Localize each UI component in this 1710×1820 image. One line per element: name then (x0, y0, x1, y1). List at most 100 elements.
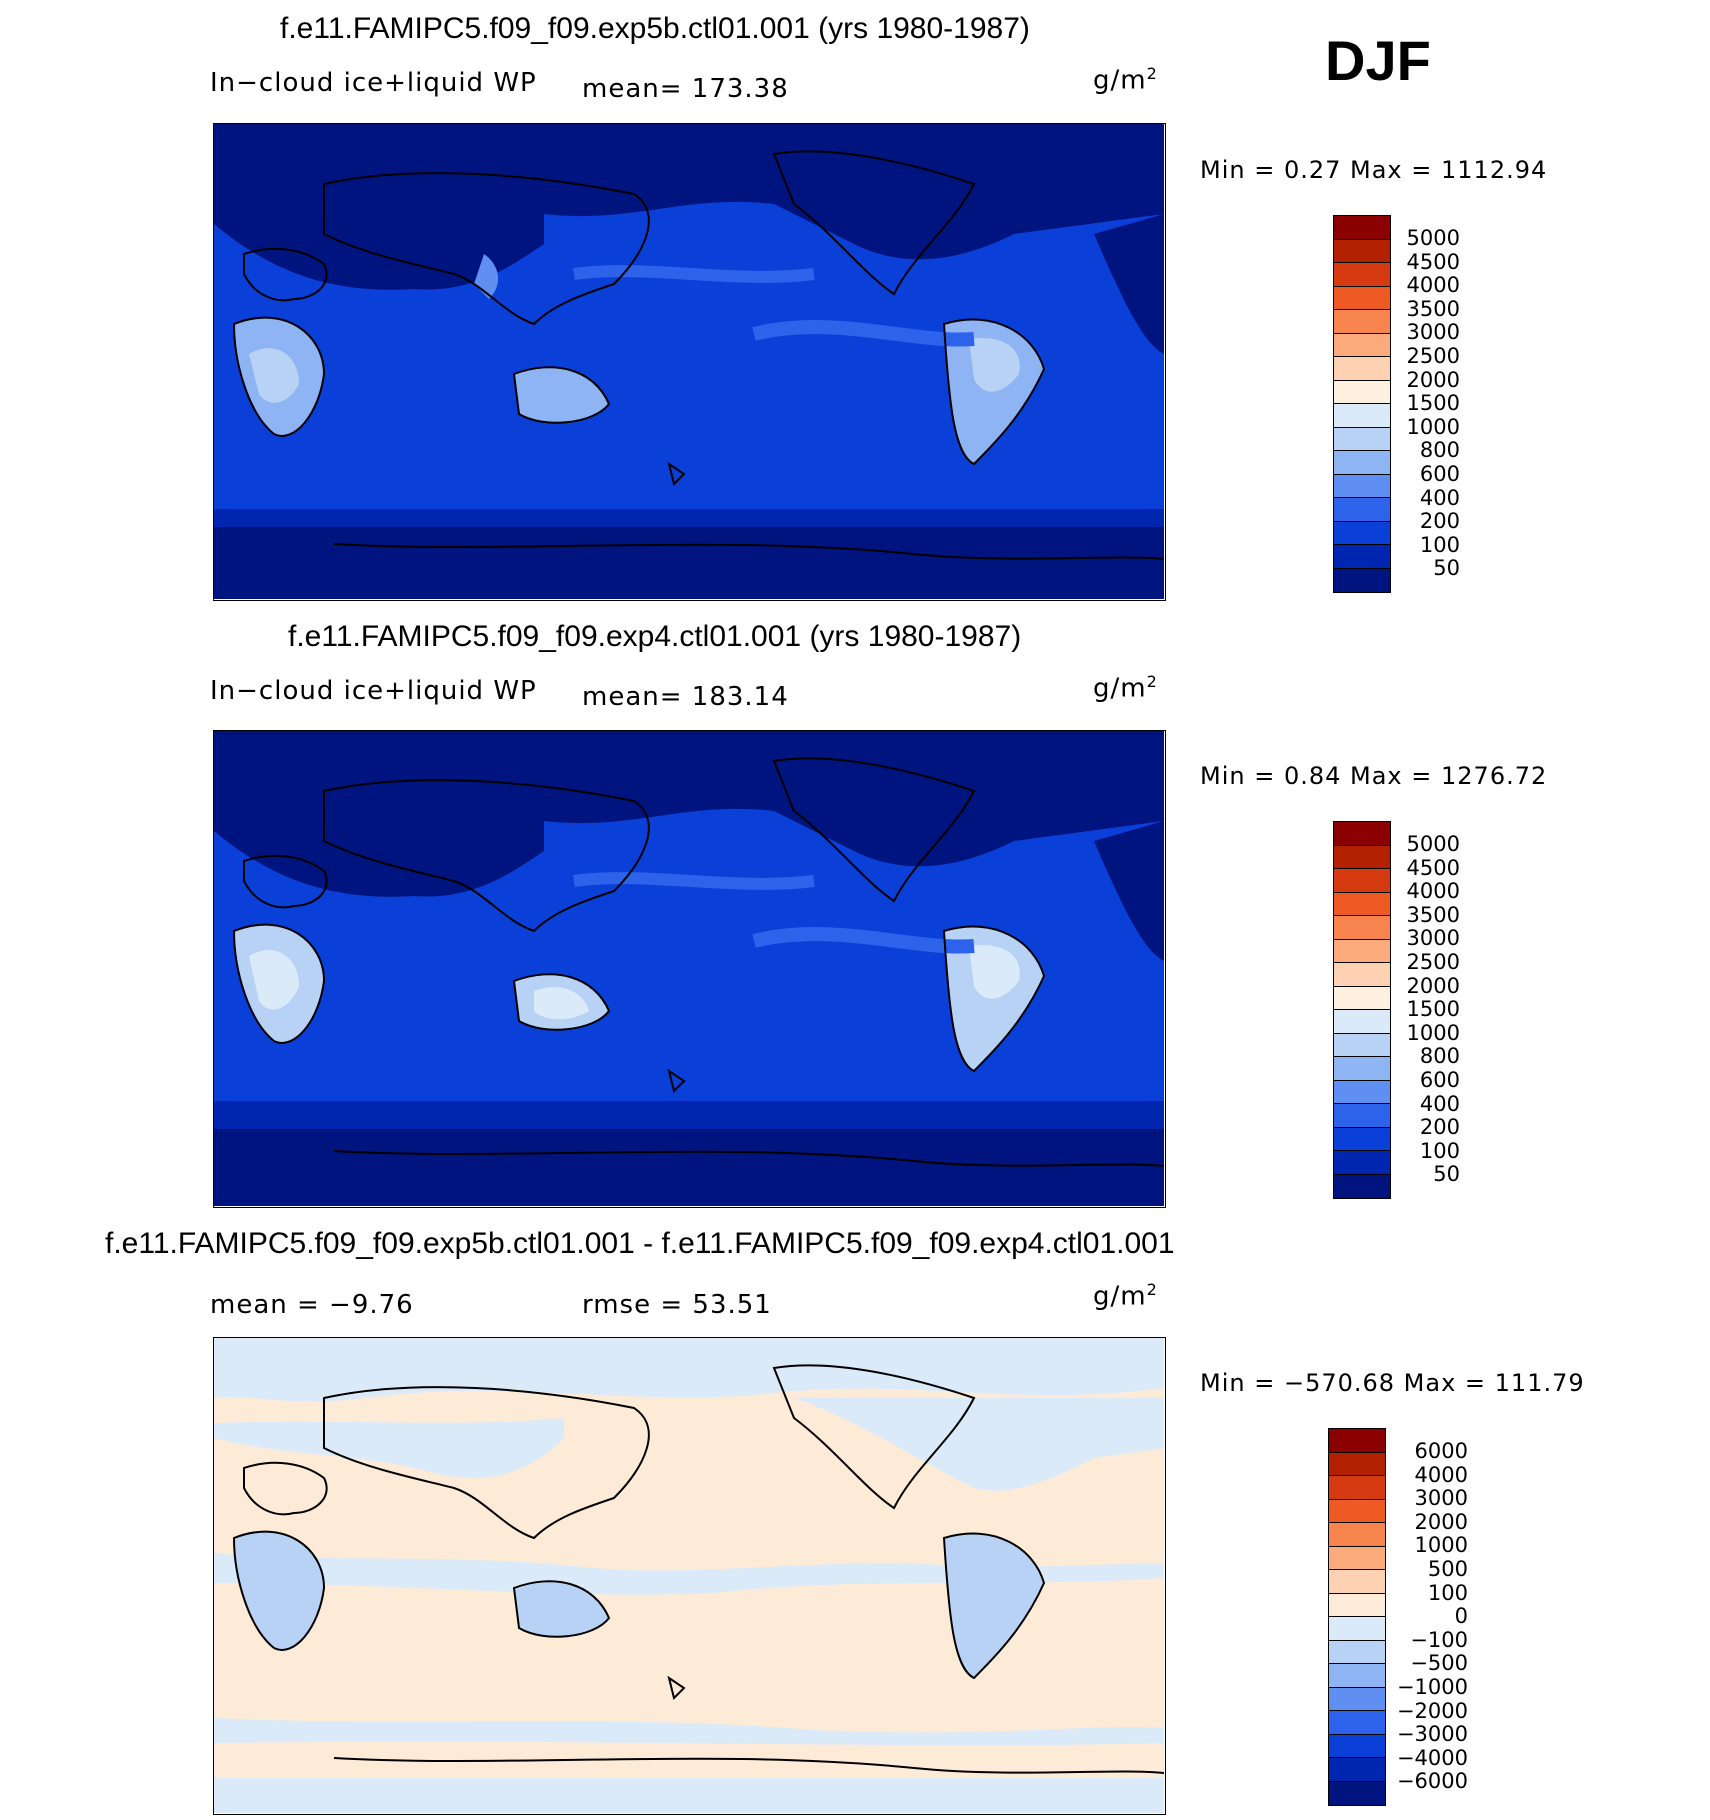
panel-3-colorbar-swatch (1329, 1593, 1385, 1617)
colorbar-label: 1000 (1406, 1020, 1460, 1045)
colorbar-label: −6000 (1396, 1769, 1468, 1794)
panel-3-colorbar-swatch (1329, 1546, 1385, 1570)
colorbar-label: 5000 (1406, 832, 1460, 856)
colorbar-label: 1500 (1406, 391, 1460, 416)
panel-1-colorbar-swatch (1334, 333, 1390, 357)
panel-2-mean: mean= 183.14 (582, 682, 789, 712)
panel-1-units: g/m2 (1093, 64, 1158, 96)
panel-2-colorbar (1333, 821, 1391, 1199)
panel-3-colorbar-swatch (1329, 1452, 1385, 1476)
panel-3-colorbar-swatch (1329, 1429, 1385, 1453)
panel-2-colorbar-swatch (1334, 1174, 1390, 1198)
panel-1-title: f.e11.FAMIPC5.f09_f09.exp5b.ctl01.001 (y… (280, 12, 1030, 45)
colorbar-label: 2500 (1406, 949, 1460, 974)
colorbar-label: 800 (1419, 438, 1460, 463)
colorbar-label: 4500 (1406, 249, 1460, 274)
colorbar-label: 50 (1433, 1162, 1460, 1187)
colorbar-label: 3500 (1406, 902, 1460, 927)
colorbar-label: 3000 (1406, 320, 1460, 345)
panel-2-colorbar-swatch (1334, 1033, 1390, 1057)
panel-3-minmax: Min = −570.68 Max = 111.79 (1200, 1369, 1585, 1397)
panel-1-colorbar-swatch (1334, 498, 1390, 522)
colorbar-label: 5000 (1406, 226, 1460, 250)
panel-3-colorbar-swatch (1329, 1734, 1385, 1758)
panel-2-colorbar-swatch (1334, 1080, 1390, 1104)
panel-1-colorbar-swatch (1334, 357, 1390, 381)
colorbar-label: 3500 (1406, 296, 1460, 321)
panel-1-colorbar-swatch (1334, 427, 1390, 451)
panel-2-map (213, 730, 1166, 1208)
panel-2-colorbar-swatch (1334, 892, 1390, 916)
colorbar-label: 50 (1433, 556, 1460, 581)
colorbar-label: 500 (1427, 1556, 1468, 1581)
panel-1-colorbar-swatch (1334, 451, 1390, 475)
colorbar-label: 3000 (1406, 926, 1460, 951)
colorbar-label: 2000 (1414, 1509, 1468, 1534)
panel-2-colorbar-swatch (1334, 986, 1390, 1010)
panel-2-colorbar-swatch (1334, 1127, 1390, 1151)
panel-3-colorbar-swatch (1329, 1687, 1385, 1711)
panel-1-colorbar-swatch (1334, 239, 1390, 263)
season-label: DJF (1325, 29, 1431, 92)
panel-2-colorbar-swatch (1334, 1151, 1390, 1175)
panel-3-colorbar-swatch (1329, 1570, 1385, 1594)
colorbar-label: −4000 (1396, 1745, 1468, 1770)
panel-1-colorbar-swatch (1334, 310, 1390, 334)
colorbar-label: 600 (1419, 461, 1460, 486)
colorbar-label: 800 (1419, 1044, 1460, 1069)
panel-2-colorbar-swatch (1334, 869, 1390, 893)
panel-2-colorbar-swatch (1334, 822, 1390, 846)
colorbar-label: 2000 (1406, 367, 1460, 392)
panel-3-rmse: rmse = 53.51 (582, 1290, 772, 1320)
panel-1-minmax: Min = 0.27 Max = 1112.94 (1200, 156, 1548, 184)
colorbar-label: −500 (1410, 1651, 1468, 1676)
panel-1-colorbar (1333, 215, 1391, 593)
panel-3-colorbar-swatch (1329, 1523, 1385, 1547)
colorbar-label: 4000 (1406, 879, 1460, 904)
panel-1-colorbar-swatch (1334, 568, 1390, 592)
panel-3-units: g/m2 (1093, 1280, 1158, 1312)
colorbar-label: −100 (1410, 1627, 1468, 1652)
panel-3-colorbar (1328, 1428, 1386, 1806)
colorbar-label: 4500 (1406, 855, 1460, 880)
panel-3-colorbar-swatch (1329, 1711, 1385, 1735)
panel-2-colorbar-swatch (1334, 916, 1390, 940)
panel-1-colorbar-swatch (1334, 545, 1390, 569)
colorbar-label: 200 (1419, 1115, 1460, 1140)
panel-3-colorbar-swatch (1329, 1617, 1385, 1641)
colorbar-label: 0 (1454, 1604, 1468, 1629)
panel-2-colorbar-swatch (1334, 845, 1390, 869)
panel-1-colorbar-swatch (1334, 404, 1390, 428)
colorbar-label: 3000 (1414, 1486, 1468, 1511)
colorbar-label: 6000 (1414, 1439, 1468, 1463)
panel-2-minmax: Min = 0.84 Max = 1276.72 (1200, 762, 1548, 790)
colorbar-label: 400 (1419, 485, 1460, 510)
panel-2-units: g/m2 (1093, 672, 1158, 704)
colorbar-label: 400 (1419, 1091, 1460, 1116)
panel-3-colorbar-swatch (1329, 1664, 1385, 1688)
colorbar-label: 1000 (1414, 1533, 1468, 1558)
panel-3-title: f.e11.FAMIPC5.f09_f09.exp5b.ctl01.001 - … (105, 1227, 1175, 1260)
panel-2-title: f.e11.FAMIPC5.f09_f09.exp4.ctl01.001 (yr… (288, 620, 1022, 653)
colorbar-label: 4000 (1406, 273, 1460, 298)
colorbar-label: 200 (1419, 509, 1460, 534)
panel-3-mean: mean = −9.76 (210, 1290, 414, 1320)
panel-1-colorbar-swatch (1334, 474, 1390, 498)
colorbar-label: 1000 (1406, 414, 1460, 439)
colorbar-label: 100 (1419, 532, 1460, 557)
colorbar-label: 2000 (1406, 973, 1460, 998)
panel-1-colorbar-swatch (1334, 286, 1390, 310)
panel-1-variable: In−cloud ice+liquid WP (210, 68, 537, 98)
panel-2-colorbar-swatch (1334, 963, 1390, 987)
panel-1-colorbar-swatch (1334, 521, 1390, 545)
colorbar-label: −3000 (1396, 1722, 1468, 1747)
panel-1-colorbar-swatch (1334, 216, 1390, 240)
colorbar-label: 4000 (1414, 1462, 1468, 1487)
panel-1-colorbar-swatch (1334, 263, 1390, 287)
panel-1-colorbar-labels: 5000 4500 4000 3500 3000 2500 2000 1500 … (1398, 226, 1460, 580)
panel-3-colorbar-swatch (1329, 1640, 1385, 1664)
colorbar-label: 100 (1427, 1580, 1468, 1605)
panel-3-colorbar-swatch (1329, 1499, 1385, 1523)
panel-3-colorbar-swatch (1329, 1781, 1385, 1805)
colorbar-label: 2500 (1406, 343, 1460, 368)
